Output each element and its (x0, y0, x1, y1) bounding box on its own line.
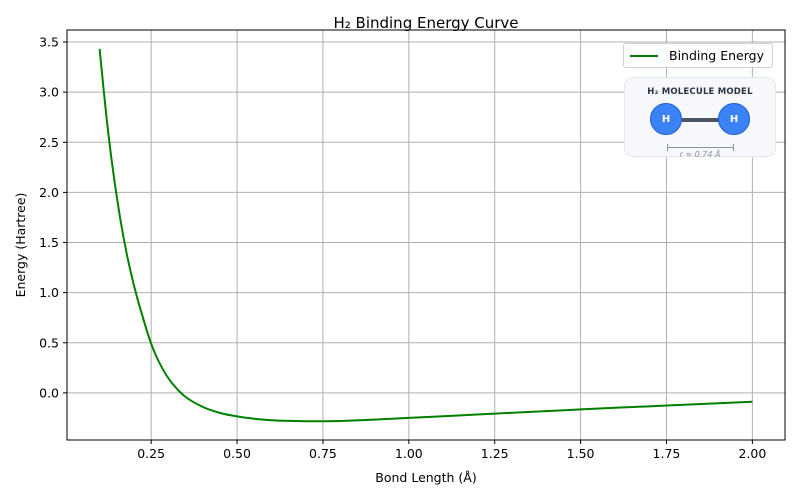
atom-label: H (729, 113, 739, 125)
x-tick-label: 1.00 (395, 446, 423, 461)
binding-energy-line (98, 48, 753, 423)
x-axis-ticks: 0.25 0.50 0.75 1.00 1.25 1.50 1.75 2.00 (137, 440, 766, 461)
x-tick-label: 0.25 (137, 446, 165, 461)
x-tick-label: 1.25 (481, 446, 509, 461)
y-tick-label: 1.0 (39, 285, 59, 300)
x-tick-label: 0.75 (309, 446, 337, 461)
chart-title: H₂ Binding Energy Curve (333, 14, 518, 32)
hydrogen-atom-right-icon: H (718, 103, 750, 135)
x-tick-label: 2.00 (738, 446, 766, 461)
y-tick-label: 0.5 (39, 335, 59, 350)
atom-label: H (661, 113, 671, 125)
legend: Binding Energy (623, 43, 773, 68)
legend-line-swatch-icon (630, 54, 658, 57)
y-tick-label: 2.0 (39, 185, 59, 200)
y-tick-label: 2.5 (39, 135, 59, 150)
hydrogen-atom-left-icon: H (650, 103, 682, 135)
bond-length-label: r ≈ 0.74 Å (679, 150, 721, 159)
x-tick-label: 1.50 (567, 446, 595, 461)
bond-length-scale-bar (667, 144, 734, 151)
x-tick-label: 0.50 (223, 446, 251, 461)
bond-icon (682, 117, 720, 122)
x-axis-title: Bond Length (Å) (375, 470, 476, 485)
y-axis-title: Energy (Hartree) (13, 193, 28, 298)
y-tick-label: 1.5 (39, 235, 59, 250)
y-tick-label: 0.0 (39, 385, 59, 400)
molecule-model-inset: H₂ MOLECULE MODEL H H r ≈ 0.74 Å (624, 77, 776, 159)
y-tick-label: 3.0 (39, 85, 59, 100)
x-tick-label: 1.75 (653, 446, 681, 461)
y-tick-label: 3.5 (39, 35, 59, 50)
legend-label: Binding Energy (669, 48, 764, 63)
y-axis-ticks: 0.0 0.5 1.0 1.5 2.0 2.5 3.0 3.5 (39, 35, 67, 400)
plot-frame (66, 29, 786, 441)
inset-title: H₂ MOLECULE MODEL (647, 87, 753, 97)
